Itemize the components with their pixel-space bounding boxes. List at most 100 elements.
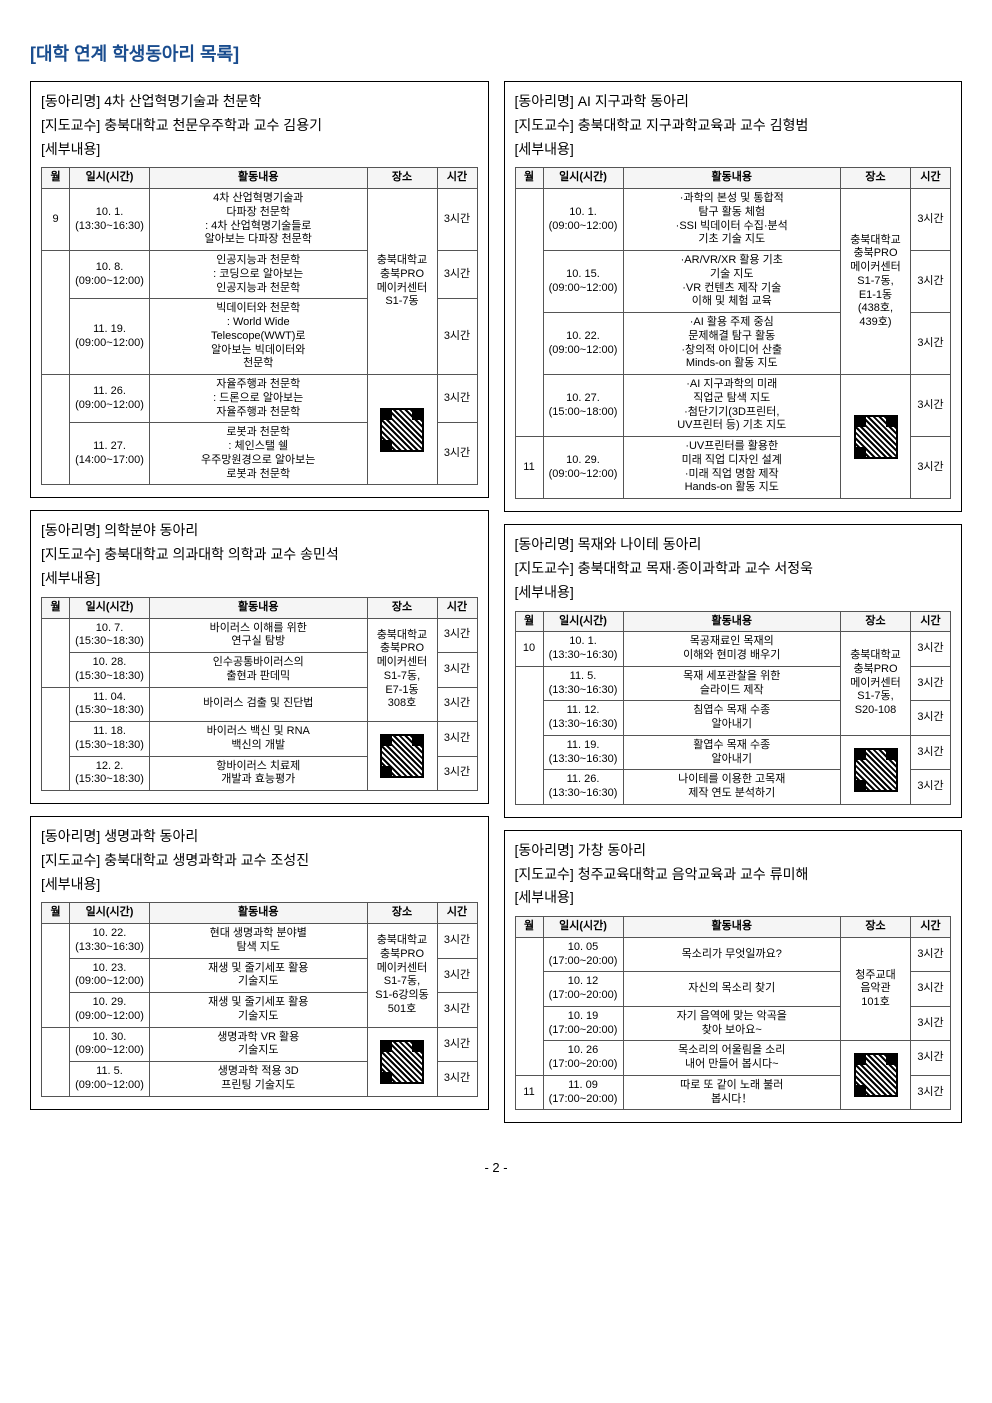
club-header: [동아리명] 의학분야 동아리[지도교수] 충북대학교 의과대학 의학과 교수 … — [41, 519, 478, 590]
cell-activity: 자율주행과 천문학: 드론으로 알아보는자율주행과 천문학 — [150, 375, 368, 423]
cell-time: 10. 1.(09:00~12:00) — [543, 189, 623, 251]
schedule-table: 월일시(시간)활동내용장소시간10. 22.(13:30~16:30)현대 생명… — [41, 902, 478, 1096]
cell-activity: 인공지능과 천문학: 코딩으로 알아보는인공지능과 천문학 — [150, 251, 368, 299]
cell-place: 충북대학교충북PRO메이커센터S1-7동,S1-6강의동501호 — [367, 924, 437, 1028]
club-prof-line: [지도교수] 충북대학교 목재·종이과학과 교수 서정욱 — [515, 557, 952, 581]
cell-activity: 침엽수 목재 수종알아내기 — [623, 701, 841, 736]
cell-month — [42, 1027, 70, 1096]
club-header: [동아리명] AI 지구과학 동아리[지도교수] 충북대학교 지구과학교육과 교… — [515, 90, 952, 161]
cell-activity: 항바이러스 치료제개발과 효능평가 — [150, 756, 368, 791]
club-block: [동아리명] 생명과학 동아리[지도교수] 충북대학교 생명과학과 교수 조성진… — [30, 816, 489, 1110]
cell-place: 충북대학교충북PRO메이커센터S1-7동,S20-108 — [841, 632, 911, 736]
cell-activity: 목소리가 무엇일까요? — [623, 937, 841, 972]
club-header: [동아리명] 가창 동아리[지도교수] 청주교육대학교 음악교육과 교수 류미해… — [515, 839, 952, 910]
qr-icon — [854, 748, 898, 792]
table-row: 10. 05(17:00~20:00)목소리가 무엇일까요?청주교대음악관101… — [515, 937, 951, 972]
cell-activity: 빅데이터와 천문학: World WideTelescope(WWT)로알아보는… — [150, 299, 368, 375]
cell-place: 청주교대음악관101호 — [841, 937, 911, 1041]
th-month: 월 — [42, 597, 70, 618]
table-row: 10. 30.(09:00~12:00)생명과학 VR 활용기술지도3시간 — [42, 1027, 478, 1062]
cell-duration: 3시간 — [911, 972, 951, 1007]
cell-activity: 현대 생명과학 분야별탐색 지도 — [150, 924, 368, 959]
cell-activity: 나이테를 이용한 고목재제작 연도 분석하기 — [623, 770, 841, 805]
club-name-line: [동아리명] 4차 산업혁명기술과 천문학 — [41, 90, 478, 114]
club-detail-label: [세부내용] — [41, 138, 478, 162]
schedule-table: 월일시(시간)활동내용장소시간10. 05(17:00~20:00)목소리가 무… — [515, 916, 952, 1110]
cell-duration: 3시간 — [911, 937, 951, 972]
club-detail-label: [세부내용] — [41, 567, 478, 591]
cell-time: 10. 23.(09:00~12:00) — [70, 958, 150, 993]
club-prof-line: [지도교수] 충북대학교 지구과학교육과 교수 김형범 — [515, 114, 952, 138]
cell-time: 10. 15.(09:00~12:00) — [543, 251, 623, 313]
cell-duration: 3시간 — [437, 722, 477, 757]
th-time: 일시(시간) — [70, 597, 150, 618]
cell-duration: 3시간 — [437, 618, 477, 653]
cell-qr — [841, 375, 911, 499]
cell-duration: 3시간 — [911, 1041, 951, 1076]
cell-activity: 생명과학 VR 활용기술지도 — [150, 1027, 368, 1062]
club-name-line: [동아리명] 목재와 나이테 동아리 — [515, 533, 952, 557]
cell-duration: 3시간 — [911, 666, 951, 701]
table-row: 10. 27.(15:00~18:00)·AI 지구과학의 미래직업군 탐색 지… — [515, 375, 951, 437]
club-block: [동아리명] AI 지구과학 동아리[지도교수] 충북대학교 지구과학교육과 교… — [504, 81, 963, 512]
club-name-line: [동아리명] AI 지구과학 동아리 — [515, 90, 952, 114]
cell-duration: 3시간 — [437, 375, 477, 423]
th-place: 장소 — [841, 611, 911, 632]
cell-time: 10. 22.(09:00~12:00) — [543, 313, 623, 375]
cell-month — [42, 618, 70, 687]
cell-month: 9 — [42, 189, 70, 251]
table-row: 10. 1.(09:00~12:00)·과학의 본성 및 통합적탐구 활동 체험… — [515, 189, 951, 251]
th-time: 일시(시간) — [543, 168, 623, 189]
th-activity: 활동내용 — [623, 168, 841, 189]
cell-duration: 3시간 — [911, 251, 951, 313]
cell-activity: 자신의 목소리 찾기 — [623, 972, 841, 1007]
th-activity: 활동내용 — [623, 611, 841, 632]
cell-time: 11. 09(17:00~20:00) — [543, 1075, 623, 1110]
cell-duration: 3시간 — [437, 299, 477, 375]
th-activity: 활동내용 — [150, 597, 368, 618]
cell-month — [515, 666, 543, 804]
cell-time: 10. 27.(15:00~18:00) — [543, 375, 623, 437]
th-duration: 시간 — [437, 597, 477, 618]
qr-icon — [380, 734, 424, 778]
cell-duration: 3시간 — [911, 437, 951, 499]
cell-time: 10. 05(17:00~20:00) — [543, 937, 623, 972]
cell-time: 10. 1.(13:30~16:30) — [543, 632, 623, 667]
table-row: 10. 22.(13:30~16:30)현대 생명과학 분야별탐색 지도충북대학… — [42, 924, 478, 959]
cell-activity: 목공재료인 목재의이해와 현미경 배우기 — [623, 632, 841, 667]
cell-duration: 3시간 — [911, 735, 951, 770]
th-activity: 활동내용 — [623, 917, 841, 938]
club-header: [동아리명] 목재와 나이테 동아리[지도교수] 충북대학교 목재·종이과학과 … — [515, 533, 952, 604]
cell-duration: 3시간 — [437, 687, 477, 722]
th-duration: 시간 — [911, 611, 951, 632]
th-activity: 활동내용 — [150, 168, 368, 189]
cell-time: 12. 2.(15:30~18:30) — [70, 756, 150, 791]
cell-month: 11 — [515, 1075, 543, 1110]
th-duration: 시간 — [911, 168, 951, 189]
cell-time: 11. 04.(15:30~18:30) — [70, 687, 150, 722]
cell-time: 10. 29.(09:00~12:00) — [543, 437, 623, 499]
table-row: 910. 1.(13:30~16:30)4차 산업혁명기술과다파장 천문학: 4… — [42, 189, 478, 251]
club-prof-line: [지도교수] 청주교육대학교 음악교육과 교수 류미해 — [515, 863, 952, 887]
club-detail-label: [세부내용] — [515, 886, 952, 910]
cell-month: 10 — [515, 632, 543, 667]
cell-duration: 3시간 — [437, 653, 477, 688]
cell-duration: 3시간 — [437, 189, 477, 251]
th-place: 장소 — [841, 917, 911, 938]
cell-activity: 바이러스 이해를 위한연구실 탐방 — [150, 618, 368, 653]
columns-container: [동아리명] 4차 산업혁명기술과 천문학[지도교수] 충북대학교 천문우주학과… — [30, 81, 962, 1135]
cell-qr — [841, 1041, 911, 1110]
th-duration: 시간 — [911, 917, 951, 938]
cell-time: 11. 5.(09:00~12:00) — [70, 1062, 150, 1097]
cell-activity: 목재 세포관찰을 위한슬라이드 제작 — [623, 666, 841, 701]
cell-time: 10. 30.(09:00~12:00) — [70, 1027, 150, 1062]
cell-activity: 활엽수 목재 수종알아내기 — [623, 735, 841, 770]
cell-duration: 3시간 — [911, 770, 951, 805]
page-title: [대학 연계 학생동아리 목록] — [30, 40, 962, 66]
club-detail-label: [세부내용] — [41, 873, 478, 897]
qr-icon — [854, 1053, 898, 1097]
qr-icon — [854, 415, 898, 459]
table-row: 11. 19.(13:30~16:30)활엽수 목재 수종알아내기 3시간 — [515, 735, 951, 770]
cell-time: 11. 19.(13:30~16:30) — [543, 735, 623, 770]
th-time: 일시(시간) — [70, 903, 150, 924]
